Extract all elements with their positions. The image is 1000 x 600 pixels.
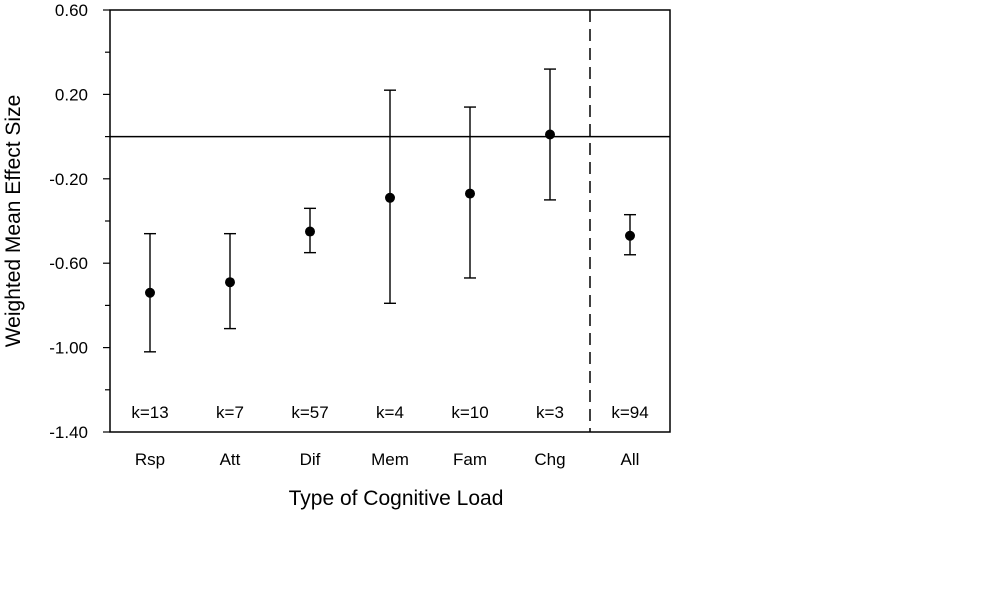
y-tick-label: -0.20 (49, 170, 88, 189)
data-marks (144, 68, 636, 353)
k-count-label: k=13 (131, 403, 168, 422)
y-tick-label: -0.60 (49, 254, 88, 273)
x-axis-labels: k=13 Rsp k=7 Att k=57 Dif k=4 Mem k=10 Fam k=3 Chg k… (131, 403, 648, 469)
mean-point (465, 188, 475, 199)
y-tick-label: 0.60 (55, 1, 88, 20)
error-bar-group-fam (464, 106, 476, 279)
k-count-label: k=7 (216, 403, 244, 422)
error-bar-group-rsp (144, 232, 156, 353)
error-bar-group-dif (304, 207, 316, 254)
mean-point (145, 287, 155, 298)
y-tick-label: 0.20 (55, 85, 88, 104)
mean-point (225, 277, 235, 288)
mean-point (305, 226, 315, 237)
error-bar-group-att (224, 232, 236, 330)
error-bar-group-chg (544, 68, 556, 201)
k-count-label: k=57 (291, 403, 328, 422)
y-axis: 0.60 0.20 -0.20 -0.60 -1.00 -1.40 (49, 1, 110, 442)
k-count-label: k=10 (451, 403, 488, 422)
x-category-label: Chg (534, 450, 565, 469)
y-tick-label: -1.40 (49, 423, 88, 442)
k-count-label: k=3 (536, 403, 564, 422)
x-category-label: All (621, 450, 640, 469)
mean-point (625, 230, 635, 241)
x-axis-title: Type of Cognitive Load (289, 487, 504, 510)
x-category-label: Dif (300, 450, 321, 469)
mean-point (385, 192, 395, 203)
y-tick-label: -1.00 (49, 339, 88, 358)
x-category-label: Att (220, 450, 241, 469)
x-category-label: Rsp (135, 450, 165, 469)
x-category-label: Mem (371, 450, 409, 469)
error-bar-group-all (624, 213, 636, 256)
k-count-label: k=4 (376, 403, 404, 422)
k-count-label: k=94 (611, 403, 648, 422)
y-axis-title: Weighted Mean Effect Size (2, 95, 25, 348)
x-category-label: Fam (453, 450, 487, 469)
error-bar-group-mem (384, 89, 396, 304)
mean-point (545, 129, 555, 140)
